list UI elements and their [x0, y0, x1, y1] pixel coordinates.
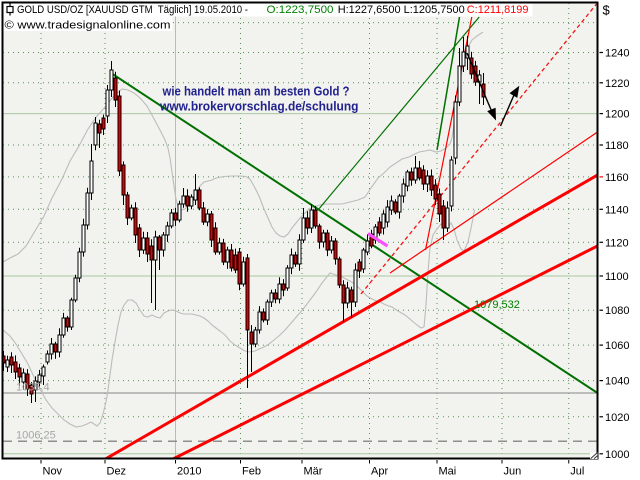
- svg-text:Jun: Jun: [504, 466, 522, 478]
- svg-text:GOLD USD/OZ [XAUUSD GTM Tägli: GOLD USD/OZ [XAUUSD GTM Täglich] 19.05.2…: [17, 4, 248, 16]
- svg-text:1060: 1060: [605, 340, 629, 352]
- svg-text:H:1227,6500 L:1205,7500: H:1227,6500 L:1205,7500: [338, 4, 465, 16]
- svg-text:1220: 1220: [605, 78, 629, 90]
- svg-text:1120: 1120: [605, 237, 629, 249]
- svg-text:1240: 1240: [605, 48, 629, 60]
- svg-text:1180: 1180: [605, 140, 629, 152]
- svg-text:© www.tradesignalonline.com: © www.tradesignalonline.com: [5, 20, 171, 32]
- svg-text:Mär: Mär: [304, 466, 323, 478]
- svg-text:1035,4: 1035,4: [16, 382, 50, 394]
- svg-text:1080: 1080: [605, 305, 629, 317]
- svg-text:Mai: Mai: [439, 466, 457, 478]
- svg-text:1200: 1200: [605, 109, 629, 121]
- svg-text:1160: 1160: [605, 172, 629, 184]
- svg-text:www.brokervorschlag.de/schulun: www.brokervorschlag.de/schulung: [159, 99, 358, 114]
- svg-text:Jul: Jul: [570, 466, 584, 478]
- svg-text:1006,25: 1006,25: [16, 430, 56, 442]
- svg-text:Apr: Apr: [371, 466, 388, 478]
- svg-text:$: $: [603, 3, 611, 18]
- svg-text:O:1223,7500: O:1223,7500: [267, 4, 334, 16]
- svg-text:1140: 1140: [605, 204, 629, 216]
- svg-text:wie handelt man am besten Gold: wie handelt man am besten Gold ?: [162, 84, 350, 99]
- svg-text:Feb: Feb: [242, 466, 261, 478]
- svg-text:1020: 1020: [605, 412, 629, 424]
- svg-text:C:1211,8199: C:1211,8199: [467, 4, 529, 16]
- svg-text:Dez: Dez: [107, 466, 127, 478]
- svg-text:1040: 1040: [605, 376, 629, 388]
- svg-text:1000: 1000: [605, 449, 629, 461]
- svg-text:1100: 1100: [605, 271, 629, 283]
- svg-text:1079,532: 1079,532: [474, 299, 520, 311]
- svg-text:2010: 2010: [177, 466, 201, 478]
- svg-text:Nov: Nov: [43, 466, 63, 478]
